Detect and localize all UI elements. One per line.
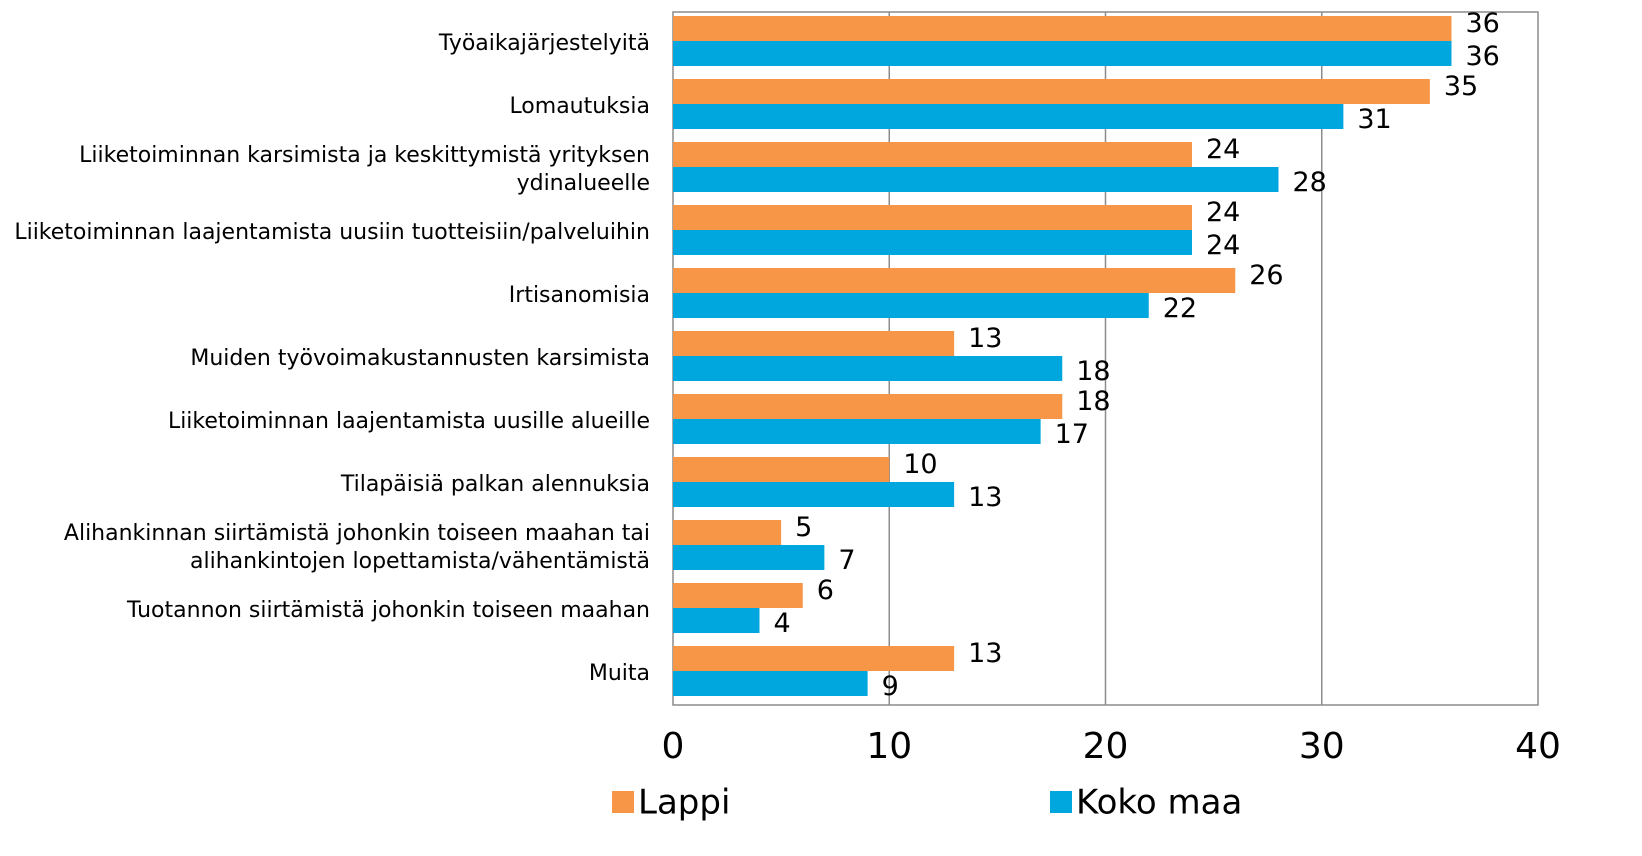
value-label: 13 (968, 638, 1002, 669)
bar (673, 482, 955, 507)
bar (673, 646, 955, 671)
category-label: Tuotannon siirtämistä johonkin toiseen m… (127, 597, 650, 623)
value-label: 26 (1249, 260, 1283, 291)
value-label: 6 (817, 575, 834, 606)
value-label: 5 (795, 512, 812, 543)
bar (673, 104, 1344, 129)
value-label: 13 (968, 482, 1002, 513)
value-label: 10 (903, 449, 937, 480)
category-label: Liiketoiminnan laajentamista uusiin tuot… (14, 219, 650, 245)
value-label: 18 (1076, 386, 1110, 417)
value-label: 36 (1466, 8, 1500, 39)
bar (673, 394, 1063, 419)
category-label: Alihankinnan siirtämistä johonkin toisee… (63, 520, 650, 574)
x-tick-label: 10 (866, 726, 912, 767)
value-label: 31 (1357, 104, 1391, 135)
bar (673, 419, 1041, 444)
legend-swatch (1050, 791, 1072, 813)
bar (673, 583, 803, 608)
category-label: Työaikajärjestelyitä (438, 30, 650, 56)
category-label: Irtisanomisia (508, 282, 650, 308)
x-tick-label: 30 (1299, 726, 1345, 767)
bar (673, 41, 1452, 66)
bar (673, 671, 868, 696)
value-label: 24 (1206, 134, 1240, 165)
bar (673, 608, 760, 633)
value-label: 24 (1206, 197, 1240, 228)
category-label: Tilapäisiä palkan alennuksia (340, 471, 650, 497)
bar (673, 205, 1192, 230)
bar (673, 520, 782, 545)
bar (673, 356, 1063, 381)
x-tick-label: 0 (662, 726, 685, 767)
bar (673, 142, 1192, 167)
value-label: 22 (1163, 293, 1197, 324)
value-label: 7 (838, 545, 855, 576)
value-label: 24 (1206, 230, 1240, 261)
value-label: 35 (1444, 71, 1478, 102)
x-tick-label: 40 (1515, 726, 1561, 767)
bar (673, 230, 1192, 255)
value-label: 17 (1055, 419, 1089, 450)
value-label: 36 (1466, 41, 1500, 72)
value-label: 28 (1293, 167, 1327, 198)
category-label: Liiketoiminnan karsimista ja keskittymis… (79, 142, 650, 196)
value-label: 18 (1076, 356, 1110, 387)
legend-swatch (612, 791, 634, 813)
category-label: Lomautuksia (509, 93, 650, 119)
bar (673, 293, 1149, 318)
category-label: Liiketoiminnan laajentamista uusille alu… (167, 408, 650, 434)
value-label: 9 (882, 671, 899, 702)
value-label: 13 (968, 323, 1002, 354)
bar (673, 545, 825, 570)
value-label: 4 (774, 608, 791, 639)
legend-label: Lappi (638, 783, 730, 823)
bar (673, 457, 890, 482)
bar (673, 79, 1430, 104)
bar (673, 268, 1236, 293)
category-label: Muiden työvoimakustannusten karsimista (190, 345, 650, 371)
bar (673, 16, 1452, 41)
x-tick-label: 20 (1083, 726, 1129, 767)
bar (673, 167, 1279, 192)
legend-label: Koko maa (1076, 783, 1242, 823)
category-label: Muita (588, 660, 650, 686)
bar (673, 331, 955, 356)
